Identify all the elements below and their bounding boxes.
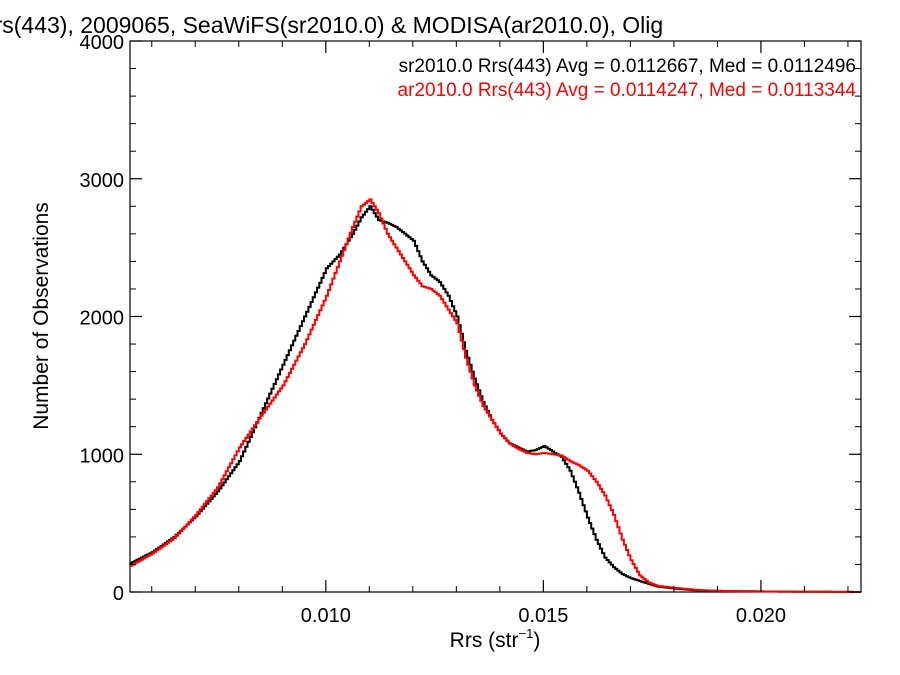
- y-tick-label: 2000: [80, 308, 125, 330]
- y-tick-label: 4000: [80, 32, 125, 54]
- x-axis-label-end: ): [533, 629, 540, 652]
- series-layer: [130, 198, 861, 593]
- x-axis-label-main: Rrs (str: [450, 629, 519, 652]
- tick-layer: 0 1000 2000 3000 4000 0.010 0.015 0.020: [80, 32, 861, 627]
- x-axis-label-sup: −1: [519, 626, 534, 641]
- x-tick-label: 0.010: [301, 605, 351, 627]
- x-tick-label: 0.020: [736, 605, 786, 627]
- series-line-1: [130, 198, 861, 593]
- y-tick-label: 1000: [80, 445, 125, 467]
- plot-area: 0 1000 2000 3000 4000 0.010 0.015 0.020: [80, 32, 862, 627]
- y-tick-label: 3000: [80, 170, 125, 192]
- x-axis-label: Rrs (str−1): [450, 626, 541, 652]
- y-tick-label: 0: [113, 583, 124, 605]
- y-axis-label: Number of Observations: [30, 202, 53, 430]
- legend-entry-sr2010: sr2010.0 Rrs(443) Avg = 0.0112667, Med =…: [399, 56, 856, 77]
- x-tick-label: 0.015: [518, 605, 568, 627]
- legend-entry-ar2010: ar2010.0 Rrs(443) Avg = 0.0114247, Med =…: [398, 80, 857, 101]
- chart-title: Rrs(443), 2009065, SeaWiFS(sr2010.0) & M…: [0, 12, 663, 38]
